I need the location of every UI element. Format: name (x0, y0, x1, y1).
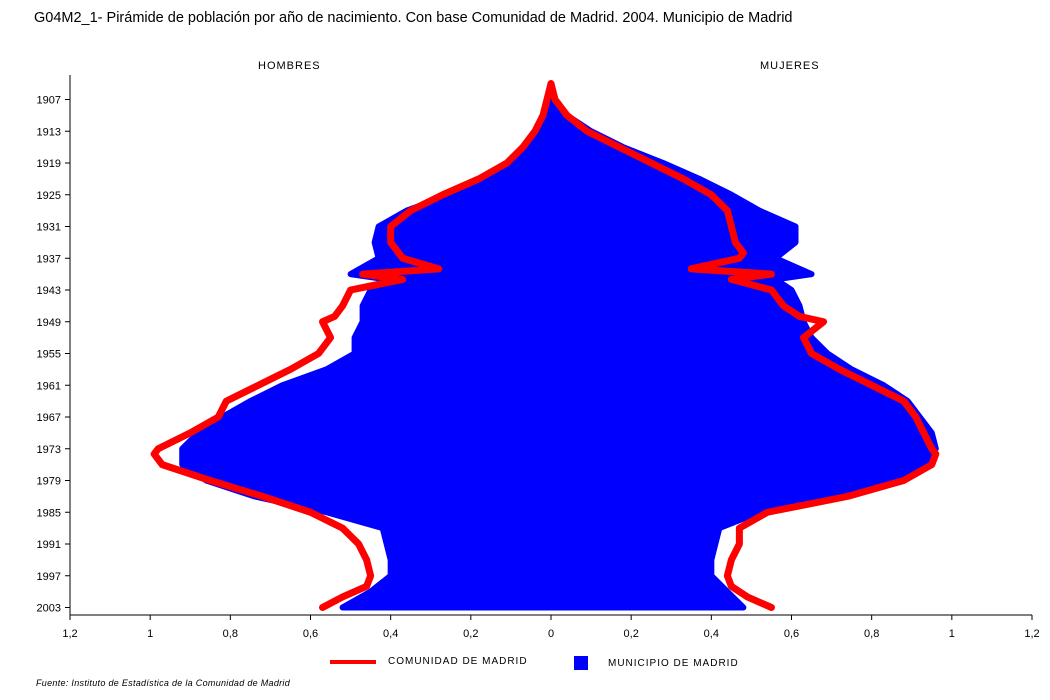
y-tick-label: 1961 (37, 380, 61, 392)
x-tick-label: 0,4 (383, 628, 398, 640)
x-tick-label: 0,4 (704, 628, 719, 640)
y-tick-label: 1907 (37, 95, 61, 107)
municipio-area (179, 80, 939, 611)
x-tick-label: 1,2 (62, 628, 77, 640)
y-tick-label: 2003 (37, 603, 61, 615)
y-tick-label: 1943 (37, 285, 61, 297)
y-tick-label: 1973 (37, 444, 61, 456)
mujeres-label: MUJERES (760, 60, 820, 72)
y-tick-label: 1925 (37, 190, 61, 202)
hombres-label: HOMBRES (258, 60, 321, 72)
legend-line-swatch (330, 659, 376, 664)
comunidad-line-hombres (150, 80, 555, 611)
legend-comunidad: COMUNIDAD DE MADRID (330, 656, 528, 667)
x-tick-label: 0,2 (624, 628, 639, 640)
legend-comunidad-label: COMUNIDAD DE MADRID (388, 656, 528, 667)
y-tick-label: 1985 (37, 507, 61, 519)
y-tick-label: 1931 (37, 222, 61, 234)
x-tick-label: 1,2 (1024, 628, 1039, 640)
legend-box-swatch (574, 656, 588, 670)
comunidad-line-mujeres (547, 80, 940, 611)
y-tick-label: 1997 (37, 571, 61, 583)
y-tick-label: 1979 (37, 476, 61, 488)
y-tick-label: 1919 (37, 158, 61, 170)
source-note: Fuente: Instituto de Estadística de la C… (36, 678, 291, 688)
legend-municipio: MUNICIPIO DE MADRID (574, 656, 739, 670)
legend-municipio-label: MUNICIPIO DE MADRID (608, 657, 739, 669)
y-tick-label: 1991 (37, 539, 61, 551)
x-tick-label: 0,6 (784, 628, 799, 640)
x-tick-label: 0,2 (463, 628, 478, 640)
y-tick-label: 1937 (37, 253, 61, 265)
x-tick-label: 1 (147, 628, 153, 640)
y-tick-label: 1955 (37, 349, 61, 361)
y-tick-label: 1913 (37, 126, 61, 138)
y-tick-label: 1949 (37, 317, 61, 329)
x-tick-label: 0 (548, 628, 554, 640)
x-tick-label: 0,8 (864, 628, 879, 640)
x-tick-label: 0,8 (223, 628, 238, 640)
y-tick-label: 1967 (37, 412, 61, 424)
x-tick-label: 0,6 (303, 628, 318, 640)
x-tick-label: 1 (949, 628, 955, 640)
chart-title: G04M2_1- Pirámide de población por año d… (34, 10, 793, 26)
